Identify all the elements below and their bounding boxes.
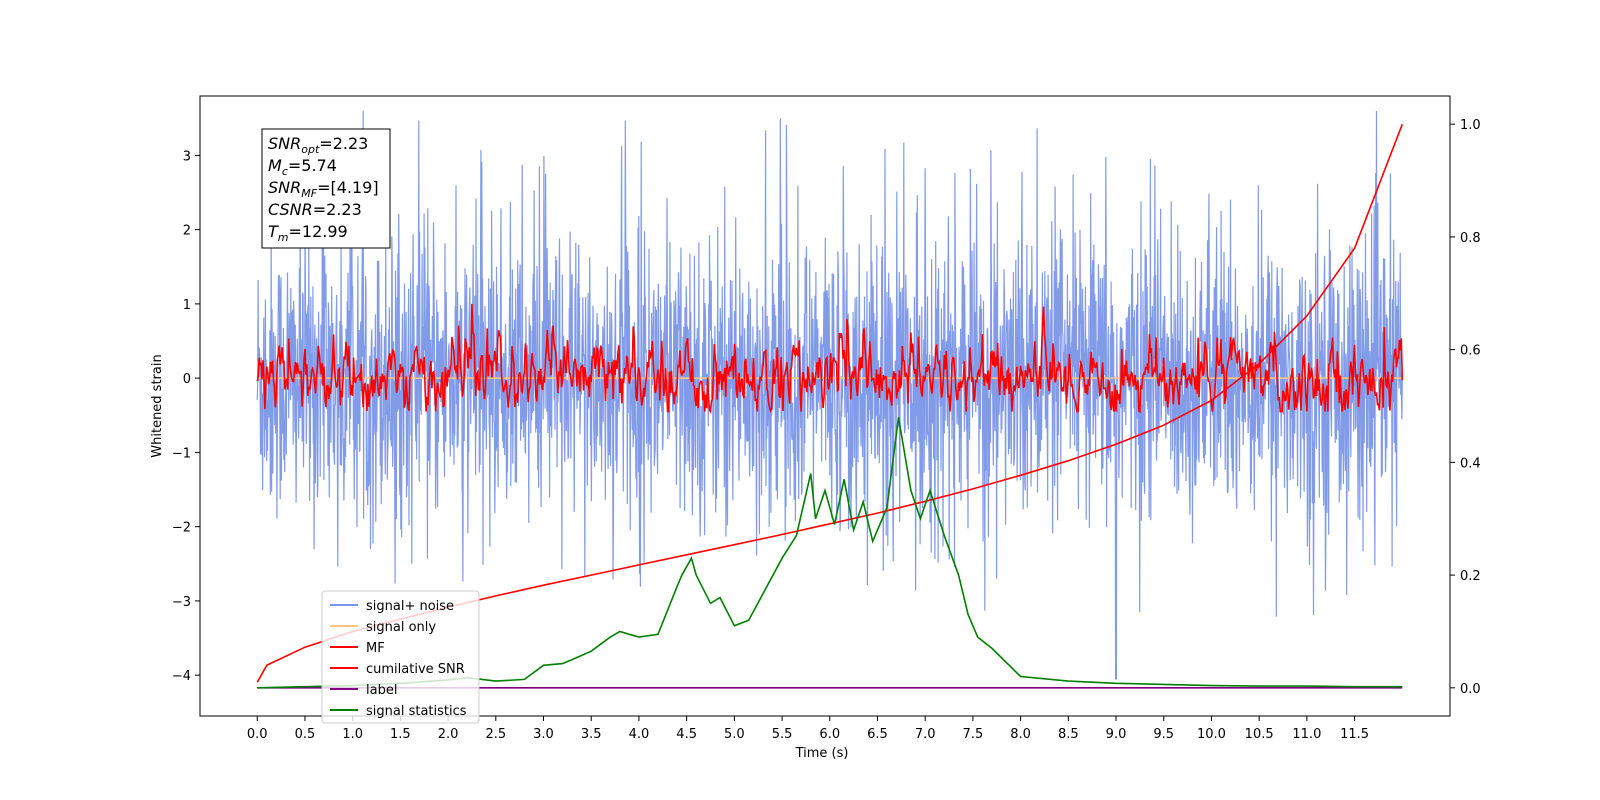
x-axis: 0.0 0.5 1.0 1.5 2.0 2.5 3.0 3.5 4.0 4.5 5.0 5.5 6.0 6…	[247, 716, 1369, 742]
y-tick-label: 0	[183, 372, 191, 387]
annotation-symbol: T	[268, 222, 279, 241]
x-tick-label: 7.5	[963, 727, 984, 742]
y-axis-label: Whitened strain	[150, 354, 165, 457]
annotation-line: CSNR=2.23	[268, 200, 362, 219]
annotation-symbol: CSNR	[268, 200, 313, 219]
y-right-tick-label: 0.8	[1460, 231, 1481, 246]
x-tick-label: 1.5	[390, 727, 411, 742]
x-axis-label: Time (s)	[795, 746, 849, 761]
legend-label: cumilative SNR	[366, 662, 465, 677]
annotation-line: SNRopt=2.23	[268, 134, 368, 156]
annotation-subscript: MF	[301, 187, 317, 200]
annotation-symbol: SNR	[268, 134, 301, 153]
y-right-tick-label: 0.6	[1460, 344, 1481, 359]
legend-label: signal statistics	[366, 704, 467, 719]
x-tick-label: 4.0	[629, 727, 650, 742]
annotation-value: =12.99	[289, 222, 348, 241]
annotation-line: Tm=12.99	[268, 222, 348, 244]
x-tick-label: 5.5	[772, 727, 793, 742]
legend-label: signal+ noise	[366, 599, 454, 614]
y-axis-left: 3 2 1 0 −1 −2 −3 −4	[172, 149, 200, 684]
x-tick-label: 8.0	[1010, 727, 1031, 742]
y-tick-label: 1	[183, 298, 191, 313]
x-tick-label: 2.0	[438, 727, 459, 742]
annotation-subscript: c	[282, 165, 288, 178]
x-tick-label: 0.5	[295, 727, 316, 742]
x-tick-label: 6.5	[867, 727, 888, 742]
legend-label: label	[366, 683, 397, 698]
y-tick-label: −2	[172, 521, 191, 536]
annotation-value: =2.23	[319, 134, 368, 153]
y-right-tick-label: 0.2	[1460, 569, 1481, 584]
annotation-value: =2.23	[313, 200, 362, 219]
legend-frame	[321, 590, 480, 724]
annotation-line: SNRMF=[4.19]	[268, 178, 379, 200]
plot-frame	[199, 95, 1451, 717]
x-tick-label: 7.0	[915, 727, 936, 742]
y-tick-label: −4	[172, 669, 191, 684]
legend: signal+ noise signal only MF cumilative SNR…	[321, 590, 480, 724]
annotation-box-frame	[261, 128, 391, 249]
x-tick-label: 11.5	[1340, 727, 1369, 742]
x-tick-label: 8.5	[1058, 727, 1079, 742]
x-tick-label: 6.0	[819, 727, 840, 742]
series-mf-line	[256, 303, 1404, 415]
annotation-subscript: m	[278, 231, 289, 244]
legend-label: signal only	[366, 620, 436, 635]
x-tick-label: 9.0	[1106, 727, 1127, 742]
annotation-line: Mc=5.74	[268, 156, 337, 178]
stats-annotation-box: SNRopt=2.23Mc=5.74SNRMF=[4.19]CSNR=2.23T…	[261, 128, 391, 249]
y-tick-label: 2	[183, 224, 191, 239]
annotation-subscript: opt	[301, 143, 320, 156]
x-tick-label: 2.5	[485, 727, 506, 742]
legend-label: MF	[366, 641, 385, 656]
y-tick-label: −3	[172, 595, 191, 610]
x-tick-label: 4.5	[676, 727, 697, 742]
y-tick-label: −1	[172, 446, 191, 461]
y-right-tick-label: 0.0	[1460, 682, 1481, 697]
annotation-value: =5.74	[288, 156, 337, 175]
y-tick-label: 3	[183, 149, 191, 164]
x-tick-label: 9.5	[1153, 727, 1174, 742]
y-axis-right: 1.0 0.8 0.6 0.4 0.2 0.0	[1450, 118, 1481, 697]
x-tick-label: 11.0	[1292, 727, 1321, 742]
x-tick-label: 5.0	[724, 727, 745, 742]
y-right-tick-label: 0.4	[1460, 456, 1481, 471]
x-tick-label: 0.0	[247, 727, 268, 742]
y-right-tick-label: 1.0	[1460, 118, 1481, 133]
series-signal-statistics-line	[257, 417, 1403, 689]
x-tick-label: 3.0	[533, 727, 554, 742]
annotation-symbol: M	[268, 156, 282, 175]
x-tick-label: 10.0	[1197, 727, 1226, 742]
x-tick-label: 1.0	[342, 727, 363, 742]
x-tick-label: 10.5	[1245, 727, 1274, 742]
annotation-value: =[4.19]	[317, 178, 379, 197]
x-tick-label: 3.5	[581, 727, 602, 742]
annotation-symbol: SNR	[268, 178, 301, 197]
